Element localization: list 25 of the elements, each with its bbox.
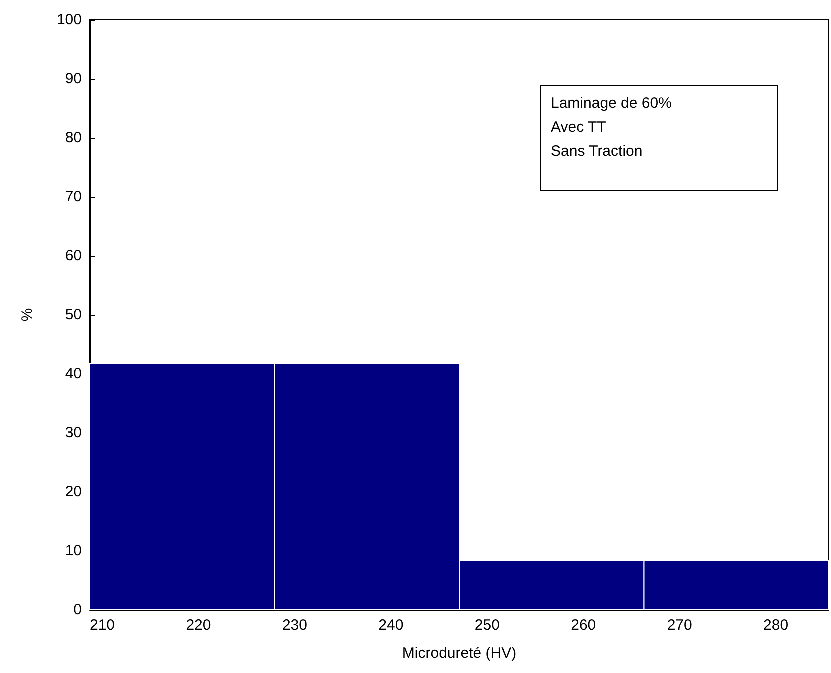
annotation: Sans Traction: [551, 142, 644, 162]
note-box: Laminage de 60% Avec TT Sans Traction: [540, 85, 778, 191]
y-tick-label: 70: [65, 188, 82, 206]
y-axis-title: %: [19, 308, 36, 322]
y-tick-label: 90: [65, 70, 82, 88]
x-tick-label: 230: [282, 617, 308, 634]
x-tick-label: 250: [474, 617, 500, 634]
y-tick-label: 40: [65, 366, 82, 382]
x-tick-label: 240: [378, 617, 404, 634]
y-tick-label: 0: [74, 602, 82, 618]
y-tick-label: 60: [65, 248, 82, 264]
y-tick-label: 30: [65, 424, 82, 442]
x-tick-label: 210: [90, 617, 116, 634]
y-tick-label: 100: [56, 12, 82, 28]
y-tick-label: 80: [65, 130, 82, 146]
y-tick-label: 10: [65, 542, 82, 560]
x-tick-label: 220: [186, 617, 212, 634]
x-tick-label: 260: [571, 617, 596, 634]
y-tick-label: 20: [65, 484, 82, 500]
y-tick-label: 50: [65, 306, 82, 324]
annotation: Avec TT: [551, 118, 608, 138]
x-axis-title: Microdureté (HV): [402, 645, 517, 662]
annotation: Laminage de 60%: [551, 94, 673, 114]
x-tick-label: 280: [764, 617, 789, 634]
x-tick-label: 270: [667, 617, 692, 634]
